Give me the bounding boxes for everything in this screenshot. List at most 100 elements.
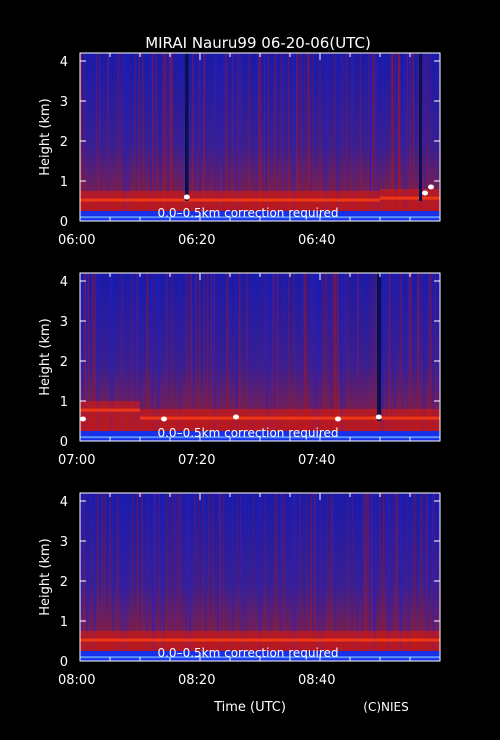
noise-column [385,273,387,441]
noise-column [357,273,359,441]
noise-column [312,53,314,221]
noise-column [270,273,272,441]
noise-column [273,53,275,221]
noise-column [341,273,343,441]
noise-column [108,53,110,221]
noise-column [203,53,205,221]
noise-column [281,273,283,441]
y-tick-label: 0 [60,215,68,230]
noise-column [423,273,425,441]
noise-column [326,53,328,221]
noise-column [158,493,160,661]
noise-column [162,493,164,661]
noise-column [194,273,196,441]
noise-column [437,493,439,661]
noise-column [343,273,345,441]
noise-column [130,273,132,441]
noise-column [109,493,111,661]
noise-column [265,53,267,221]
noise-column [371,493,373,661]
noise-column [370,53,372,221]
noise-column [358,273,360,441]
noise-column [426,53,428,221]
noise-column [319,273,322,441]
y-tick-label: 4 [60,275,68,290]
noise-column [300,53,302,221]
noise-column [367,493,369,661]
noise-column [223,53,225,221]
noise-column [107,53,109,221]
noise-column [323,493,325,661]
noise-column [86,493,88,661]
noise-column [213,273,216,441]
noise-column [199,53,201,221]
noise-column [423,53,425,221]
noise-column [341,53,343,221]
bright-spot [375,414,382,420]
noise-column [316,273,318,441]
surface-band [80,211,440,221]
noise-column [434,273,436,441]
noise-column [228,273,230,441]
noise-column [205,493,207,661]
noise-column [236,53,238,221]
noise-column [214,273,216,441]
noise-column [400,273,402,441]
noise-column [122,53,124,221]
noise-column [344,273,346,441]
noise-column [146,273,149,441]
signal-streak [377,273,382,421]
noise-column [314,493,316,661]
noise-column [237,53,239,221]
noise-column [192,53,194,221]
noise-column [234,53,236,221]
noise-column [393,53,395,221]
noise-column [265,273,267,441]
y-tick-label: 3 [60,315,68,330]
noise-column [402,273,404,441]
noise-column [410,273,412,441]
noise-column [84,273,86,441]
noise-column [352,53,354,221]
noise-column [126,493,128,661]
noise-column [132,493,134,661]
noise-column [276,53,278,221]
noise-column [239,273,241,441]
noise-column [93,53,95,221]
bright-spot [428,184,434,190]
noise-column [282,53,284,221]
noise-column [121,273,123,441]
noise-column [141,273,143,441]
noise-column [296,493,298,661]
noise-column [92,273,94,441]
noise-column [87,273,89,441]
noise-column [212,493,214,661]
noise-column [171,493,173,661]
noise-column [240,493,242,661]
noise-column [111,273,113,441]
noise-column [190,273,192,441]
noise-column [224,53,226,221]
noise-column [407,273,409,441]
noise-column [169,53,171,221]
layer-top [80,638,440,642]
noise-column [429,53,431,221]
noise-column [371,493,373,661]
noise-column [312,493,314,661]
noise-column [179,273,181,441]
noise-column [363,493,365,661]
noise-column [372,53,374,221]
noise-column [334,53,336,221]
noise-column [199,53,201,221]
noise-column [292,53,294,221]
noise-column [437,53,439,221]
noise-column [124,493,126,661]
noise-column [382,493,384,661]
x-tick-label: 07:00 [58,453,95,468]
noise-column [166,273,168,441]
noise-column [205,53,207,221]
noise-column [164,53,166,221]
noise-column [309,493,312,661]
noise-column [218,273,220,441]
noise-column [160,53,162,221]
